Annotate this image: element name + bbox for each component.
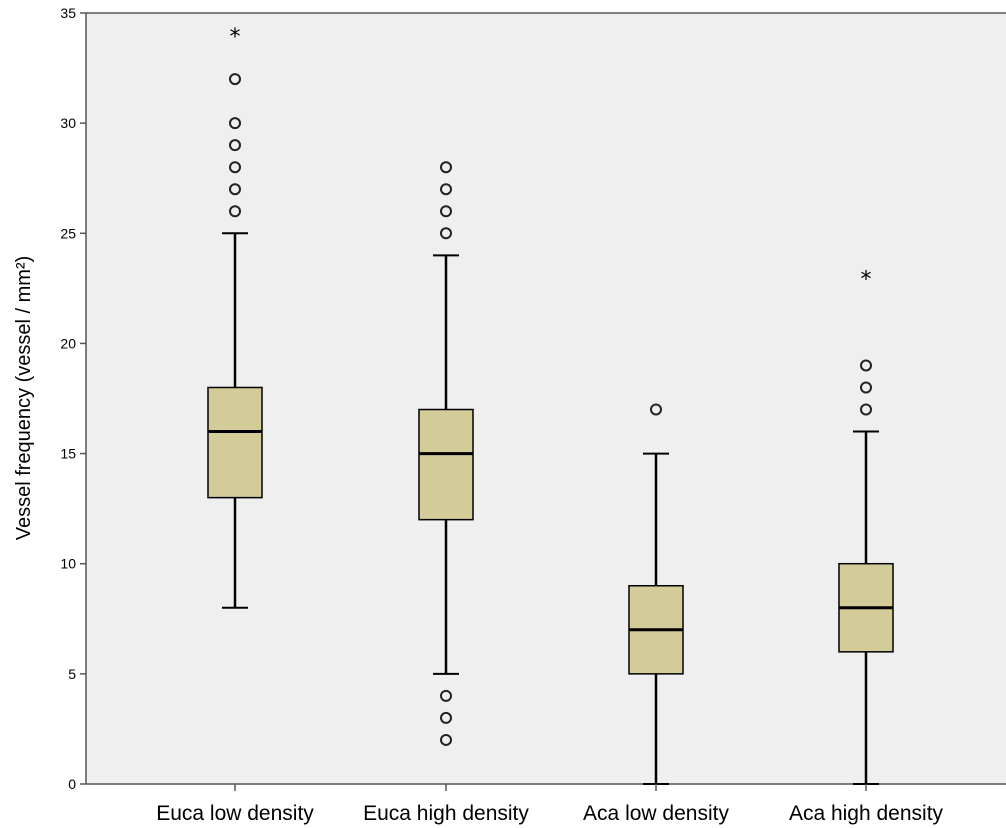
box-group xyxy=(418,161,474,746)
outlier-point xyxy=(860,359,872,372)
outlier-point xyxy=(440,205,452,218)
outlier-point xyxy=(229,73,241,86)
y-tick-label: 0 xyxy=(68,776,76,792)
outlier-point xyxy=(229,183,241,196)
outlier-point xyxy=(229,205,241,218)
x-axis-labels: Euca low density Euca high density Aca low… xyxy=(156,784,944,825)
y-tick: 10 xyxy=(60,556,86,572)
y-tick-label: 30 xyxy=(60,115,76,131)
outlier-point xyxy=(229,161,241,174)
y-tick-label: 25 xyxy=(60,225,76,241)
y-tick-label: 5 xyxy=(68,666,76,682)
box-iqr xyxy=(207,386,263,499)
y-tick: 20 xyxy=(60,335,86,351)
outlier-point xyxy=(229,117,241,130)
y-tick-label: 10 xyxy=(60,556,76,572)
outlier-point xyxy=(440,689,452,702)
y-tick: 5 xyxy=(68,666,86,682)
outlier-point xyxy=(440,733,452,746)
y-tick: 25 xyxy=(60,225,86,241)
box-series: ** xyxy=(207,25,894,785)
extreme-point: * xyxy=(861,267,872,292)
y-tick-label: 35 xyxy=(60,5,76,21)
y-tick: 15 xyxy=(60,446,86,462)
outlier-point xyxy=(440,711,452,724)
box-group: * xyxy=(207,25,263,609)
x-tick-label: Aca high density xyxy=(789,802,944,825)
outlier-point xyxy=(229,139,241,152)
outlier-point xyxy=(860,381,872,394)
y-tick-label: 20 xyxy=(60,335,76,351)
y-tick: 30 xyxy=(60,115,86,131)
box-iqr xyxy=(418,408,474,521)
y-axis-ticks: 0 5 10 15 20 25 30 35 xyxy=(60,5,86,792)
outlier-point xyxy=(440,183,452,196)
outlier-point xyxy=(650,403,662,416)
y-tick-label: 15 xyxy=(60,446,76,462)
y-tick: 0 xyxy=(68,776,86,792)
box-group: * xyxy=(838,267,894,785)
y-tick: 35 xyxy=(60,5,86,21)
outlier-point xyxy=(440,227,452,240)
outlier-point xyxy=(860,403,872,416)
extreme-point: * xyxy=(230,25,241,50)
x-tick-label: Aca low density xyxy=(583,802,729,825)
y-axis-title: Vessel frequency (vessel / mm²) xyxy=(13,256,35,541)
x-tick-label: Euca high density xyxy=(363,802,529,825)
outlier-point xyxy=(440,161,452,174)
box-group xyxy=(628,403,684,785)
x-tick-label: Euca low density xyxy=(156,802,314,825)
